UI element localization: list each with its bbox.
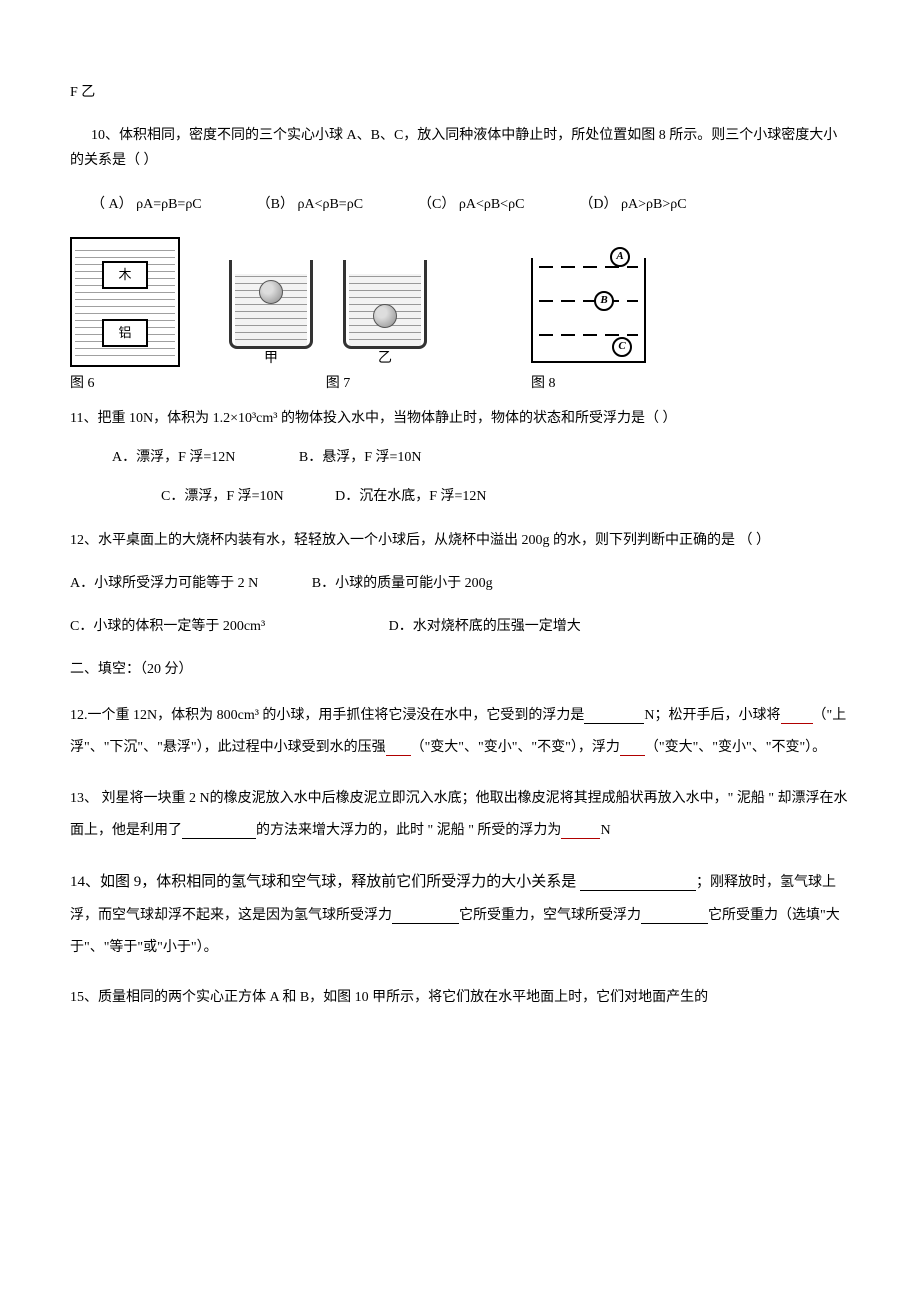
q13-p2: 的方法来增大浮力的，此时 " 泥船 " 所受的浮力为 — [256, 823, 561, 838]
figure-7: 甲 乙 图 7 — [223, 252, 453, 396]
q10-options: （ A） ρA=ρB=ρC （B） ρA<ρB=ρC （C） ρA<ρB<ρC … — [91, 192, 850, 217]
q11-opts-ab: A．漂浮，F 浮=12N B．悬浮，F 浮=10N — [112, 445, 850, 470]
q12b: 12.一个重 12N，体积为 800cm³ 的小球，用手抓住将它浸没在水中，它受… — [70, 700, 850, 764]
figure-row: 木 铝 图 6 甲 乙 图 7 A B C 图 — [70, 237, 850, 396]
q14-blank2: _________ — [392, 908, 459, 924]
q12b-p1: 12.一个重 12N，体积为 800cm³ 的小球，用手抓住将它浸没在水中，它受… — [70, 708, 584, 723]
fig7-left-label: 甲 — [223, 346, 319, 371]
q12b-p4: （"变大"、"变小"、"不变"），浮力 — [411, 740, 620, 755]
q14-blank3: _________ — [641, 908, 708, 924]
q10-opt-c: （C） ρA<ρB<ρC — [418, 192, 524, 217]
q13: 13、 刘星将一块重 2 N的橡皮泥放入水中后橡皮泥立即沉入水底；他取出橡皮泥将… — [70, 783, 850, 847]
q12b-blank3: ___ — [386, 740, 411, 756]
q13-blank1: __________ — [182, 823, 256, 839]
fig8-caption: 图 8 — [531, 371, 671, 396]
q12b-p2: N；松开手后，小球将 — [644, 708, 780, 723]
fig8-ball-a: A — [610, 247, 630, 267]
fig7-right-label: 乙 — [337, 346, 433, 371]
q12b-blank1: ________ — [584, 708, 644, 724]
q12b-p5: （"变大"、"变小"、"不变"）。 — [645, 740, 826, 755]
q9-fragment: F 乙 — [70, 80, 850, 105]
fig7-left: 甲 — [223, 252, 319, 367]
q11-stem: 11、把重 10N，体积为 1.2×10³cm³ 的物体投入水中，当物体静止时，… — [70, 406, 850, 431]
q12-stem: 12、水平桌面上的大烧杯内装有水，轻轻放入一个小球后，从烧杯中溢出 200g 的… — [70, 528, 850, 553]
q12-opts-ab: A．小球所受浮力可能等于 2 N B．小球的质量可能小于 200g — [70, 571, 850, 596]
fig6-box1: 木 — [102, 261, 148, 289]
q15: 15、质量相同的两个实心正方体 A 和 B，如图 10 甲所示，将它们放在水平地… — [70, 982, 850, 1014]
q12-opt-c: C．小球的体积一定等于 200cm³ — [70, 619, 265, 634]
q10-opt-d: （D） ρA>ρB>ρC — [579, 192, 686, 217]
q11-opts-cd: C．漂浮，F 浮=10N D．沉在水底，F 浮=12N — [161, 484, 850, 509]
q12-opt-a: A．小球所受浮力可能等于 2 N — [70, 576, 258, 591]
q14-p1: 14、如图 9，体积相同的氢气球和空气球，释放前它们所受浮力的大小关系是 — [70, 874, 580, 890]
fig6-caption: 图 6 — [70, 371, 205, 396]
q10-opt-a: （ A） ρA=ρB=ρC — [91, 192, 202, 217]
q11-opt-d: D．沉在水底，F 浮=12N — [335, 489, 486, 504]
fig6-box2: 铝 — [102, 319, 148, 347]
q11-opt-a: A．漂浮，F 浮=12N — [112, 450, 235, 465]
q14-p3: 它所受重力，空气球所受浮力 — [459, 908, 641, 923]
q15-p1: 15、质量相同的两个实心正方体 A 和 B，如图 10 甲所示，将它们放在水平地… — [70, 990, 708, 1005]
q14-blank1: ________________ — [580, 875, 696, 891]
q11-opt-c: C．漂浮，F 浮=10N — [161, 489, 284, 504]
fig7-right: 乙 — [337, 252, 433, 367]
q12-opt-d: D．水对烧杯底的压强一定增大 — [389, 619, 581, 634]
q10-opt-b: （B） ρA<ρB=ρC — [257, 192, 363, 217]
q13-blank2: _____ — [561, 823, 600, 839]
figure-6: 木 铝 图 6 — [70, 237, 205, 396]
q11-opt-b: B．悬浮，F 浮=10N — [299, 450, 422, 465]
section2-title: 二、填空：（20 分） — [70, 657, 850, 682]
fig8-ball-c: C — [612, 337, 632, 357]
q12-opt-b: B．小球的质量可能小于 200g — [312, 576, 493, 591]
q12b-blank2: ____ — [781, 708, 813, 724]
figure-8: A B C 图 8 — [531, 258, 671, 396]
fig8-ball-b: B — [594, 291, 614, 311]
q14: 14、如图 9，体积相同的氢气球和空气球，释放前它们所受浮力的大小关系是 ___… — [70, 865, 850, 964]
q12-opts-cd: C．小球的体积一定等于 200cm³ D．水对烧杯底的压强一定增大 — [70, 614, 850, 639]
fig7-caption: 图 7 — [223, 371, 453, 396]
q13-p3: N — [600, 823, 610, 838]
q12b-blank4: ___ — [620, 740, 645, 756]
q10-stem: 10、体积相同，密度不同的三个实心小球 A、B、C，放入同种液体中静止时，所处位… — [70, 123, 850, 173]
